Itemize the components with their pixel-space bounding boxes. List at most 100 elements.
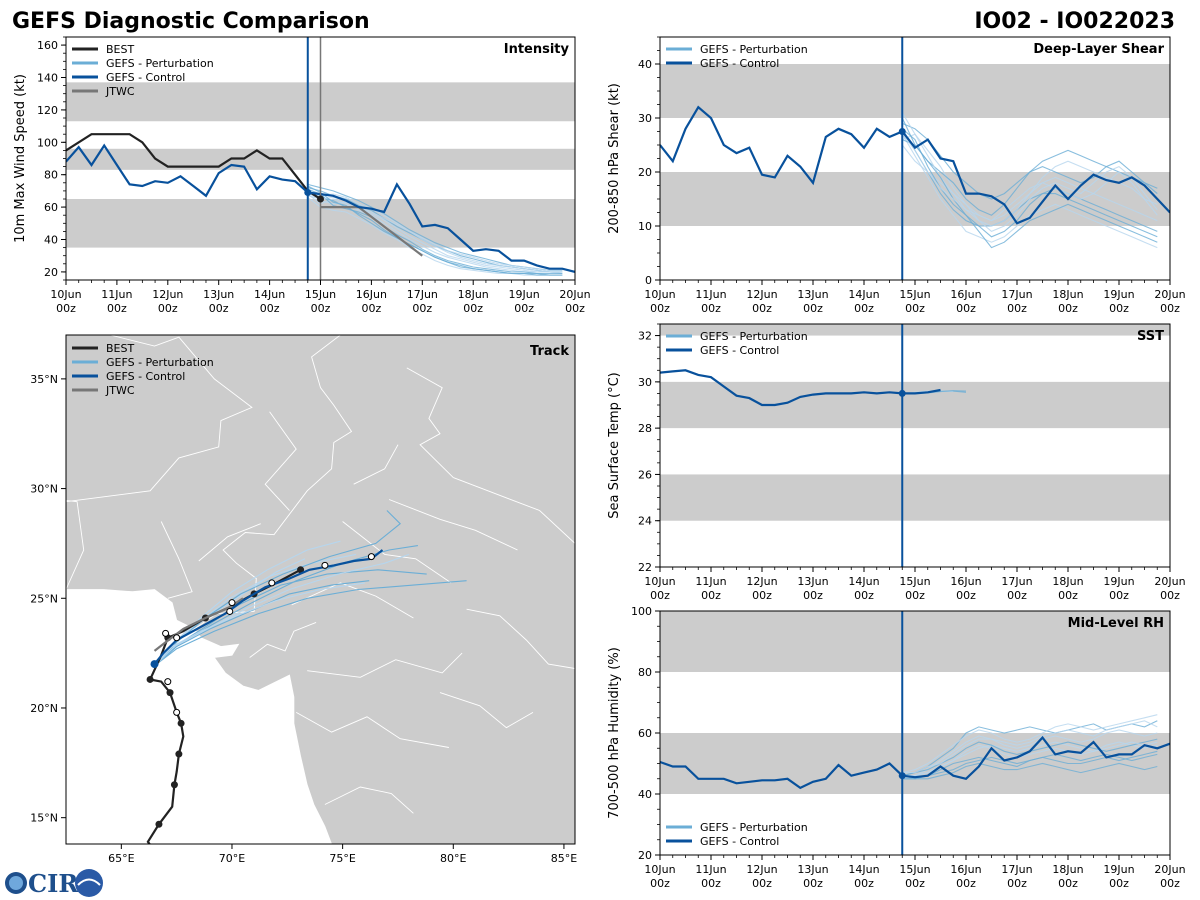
sst-ylabel: Sea Surface Temp (°C): [607, 372, 622, 519]
shear-perturbation-line-9: [901, 133, 1158, 222]
track-border-14: [353, 444, 399, 485]
intensity-xtick-hour-label: 00z: [514, 302, 534, 315]
intensity-ytick-label: 20: [44, 266, 58, 279]
intensity-xtick-day-label: 13Jun: [203, 288, 234, 301]
intensity-xtick-hour-label: 00z: [463, 302, 483, 315]
sst-ytick-label: 24: [638, 515, 652, 528]
shear-perturbation-line-8: [902, 139, 1158, 249]
track-border-6: [264, 411, 297, 511]
shear-xtick-hour-label: 00z: [956, 302, 976, 315]
shear-ytick-label: 0: [645, 274, 652, 287]
intensity-ytick-label: 40: [44, 234, 58, 247]
track-border-16: [439, 692, 534, 729]
rh-xtick-hour-label: 00z: [752, 877, 772, 890]
sst-band-2: [660, 324, 1170, 336]
sst-xtick-hour-label: 00z: [854, 589, 874, 602]
intensity-xtick-hour-label: 00z: [260, 302, 280, 315]
track-lon-label: 75°E: [329, 852, 355, 865]
track-lat-label: 20°N: [30, 702, 58, 715]
sst-xtick-hour-label: 00z: [701, 589, 721, 602]
sst-xtick-day-label: 20Jun: [1154, 575, 1185, 588]
rh-control-line: [660, 735, 1170, 790]
track-lat-label: 25°N: [30, 592, 58, 605]
shear-perturbation-line-6: [901, 128, 1158, 238]
track-border-11: [324, 786, 414, 814]
track-legend-label-0: BEST: [106, 342, 134, 355]
rh-plot-area: [660, 611, 1170, 794]
shear-ytick-label: 20: [638, 166, 652, 179]
shear-xtick-hour-label: 00z: [701, 302, 721, 315]
shear-panel: 01020304010Jun00z11Jun00z12Jun00z13Jun00…: [607, 36, 1186, 315]
intensity-xtick-hour-label: 00z: [56, 302, 76, 315]
sst-analysis-marker: [898, 389, 906, 397]
track-open-point: [173, 634, 181, 642]
track-best-point: [146, 675, 154, 683]
shear-band-0: [660, 172, 1170, 226]
sst-xtick-day-label: 12Jun: [746, 575, 777, 588]
shear-xtick-day-label: 20Jun: [1154, 288, 1185, 301]
track-best-point: [177, 719, 185, 727]
rh-xtick-hour-label: 00z: [1007, 877, 1027, 890]
rh-xtick-day-label: 14Jun: [848, 863, 879, 876]
track-border-10: [295, 712, 449, 748]
shear-xtick-hour-label: 00z: [1160, 302, 1180, 315]
rh-xtick-day-label: 17Jun: [1001, 863, 1032, 876]
track-open-point: [162, 629, 170, 637]
shear-xtick-day-label: 12Jun: [746, 288, 777, 301]
shear-xtick-day-label: 14Jun: [848, 288, 879, 301]
shear-xtick-hour-label: 00z: [905, 302, 925, 315]
track-best-point: [297, 566, 305, 574]
rh-legend-label-0: GEFS - Perturbation: [700, 821, 808, 834]
track-border-0: [66, 477, 85, 590]
rh-perturbation-line-8: [902, 750, 1158, 780]
intensity-xtick-day-label: 17Jun: [407, 288, 438, 301]
track-lon-label: 70°E: [219, 852, 245, 865]
sst-ytick-label: 32: [638, 330, 652, 343]
track-border-12: [466, 608, 575, 669]
globe-inner-icon: [9, 876, 23, 890]
rh-xtick-hour-label: 00z: [1160, 877, 1180, 890]
track-border-2: [66, 335, 253, 503]
track-border-3: [453, 477, 575, 544]
shear-ytick-label: 10: [638, 220, 652, 233]
rh-analysis-marker: [898, 772, 906, 780]
rh-ytick-label: 80: [638, 666, 652, 679]
rh-ytick-label: 100: [631, 605, 652, 618]
rh-ytick-label: 40: [638, 788, 652, 801]
intensity-perturbation-line-6: [307, 188, 563, 275]
track-border-8: [307, 652, 463, 678]
track-frame: [65, 334, 576, 845]
rh-band-1: [660, 611, 1170, 672]
rh-perturbation-line-5: [902, 729, 1158, 780]
shear-ytick-label: 40: [638, 58, 652, 71]
track-legend-label-2: GEFS - Control: [106, 370, 185, 383]
sst-control-line: [660, 369, 941, 407]
shear-band-1: [660, 64, 1170, 118]
storm-id: IO02 - IO022023: [974, 9, 1175, 34]
track-border-13: [388, 499, 518, 551]
track-lat-label: 30°N: [30, 483, 58, 496]
sst-xtick-day-label: 13Jun: [797, 575, 828, 588]
rh-band-0: [660, 733, 1170, 794]
intensity-best-marker: [317, 195, 324, 203]
cira-logo: CIRA: [5, 869, 103, 898]
sst-xtick-hour-label: 00z: [650, 589, 670, 602]
shear-xtick-day-label: 15Jun: [899, 288, 930, 301]
intensity-xtick-day-label: 20Jun: [559, 288, 590, 301]
rh-xtick-day-label: 16Jun: [950, 863, 981, 876]
sst-ytick-label: 28: [638, 422, 652, 435]
sst-band-1: [660, 381, 1170, 429]
sst-legend-label-0: GEFS - Perturbation: [700, 330, 808, 343]
rh-xtick-day-label: 18Jun: [1052, 863, 1083, 876]
rh-xtick-day-label: 13Jun: [797, 863, 828, 876]
intensity-xtick-day-label: 16Jun: [356, 288, 387, 301]
rh-ytick-label: 20: [638, 849, 652, 862]
track-open-point: [164, 678, 172, 686]
intensity-xtick-day-label: 12Jun: [152, 288, 183, 301]
track-lon-label: 85°E: [551, 852, 577, 865]
track-border-5: [160, 521, 193, 599]
intensity-xtick-day-label: 10Jun: [50, 288, 81, 301]
shear-analysis-marker: [898, 128, 906, 135]
track-border-17: [249, 621, 317, 658]
rh-perturbation-line-3: [902, 714, 1158, 774]
